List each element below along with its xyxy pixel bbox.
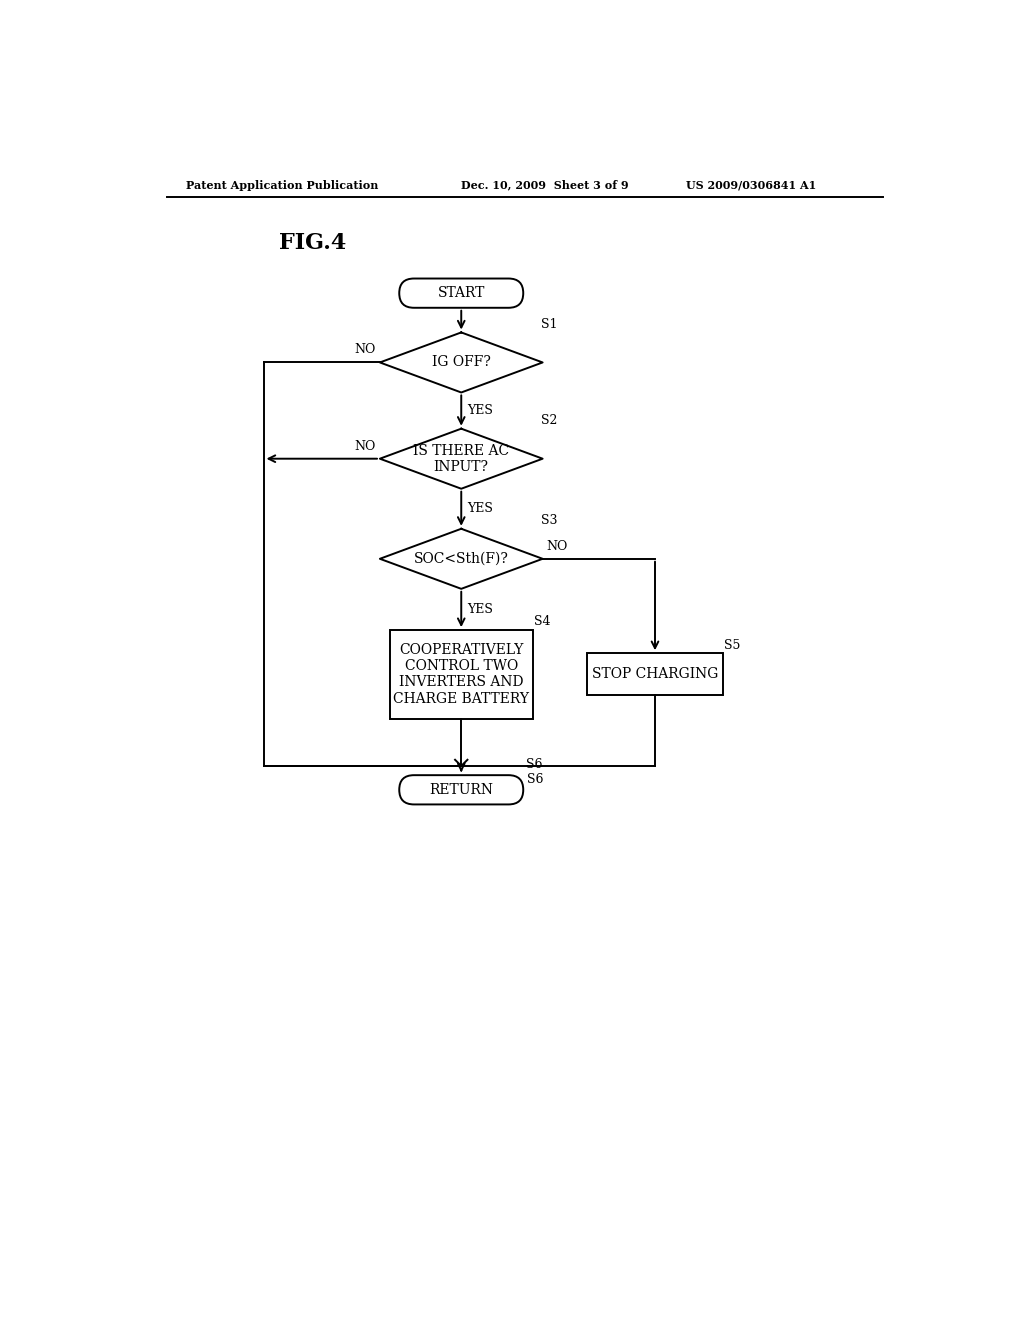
- Text: NO: NO: [354, 343, 376, 356]
- Text: S6: S6: [525, 758, 542, 771]
- FancyBboxPatch shape: [399, 279, 523, 308]
- Text: S5: S5: [724, 639, 740, 652]
- Bar: [587, 653, 723, 696]
- Text: SOC<Sth(F)?: SOC<Sth(F)?: [414, 552, 509, 566]
- Text: US 2009/0306841 A1: US 2009/0306841 A1: [686, 180, 816, 191]
- Text: START: START: [437, 286, 485, 300]
- Text: S6: S6: [527, 774, 544, 785]
- Text: IS THERE AC
INPUT?: IS THERE AC INPUT?: [414, 444, 509, 474]
- Text: S1: S1: [541, 318, 558, 331]
- Text: COOPERATIVELY
CONTROL TWO
INVERTERS AND
CHARGE BATTERY: COOPERATIVELY CONTROL TWO INVERTERS AND …: [393, 643, 529, 706]
- Text: S3: S3: [541, 515, 558, 527]
- Text: Dec. 10, 2009  Sheet 3 of 9: Dec. 10, 2009 Sheet 3 of 9: [461, 180, 629, 191]
- Text: RETURN: RETURN: [429, 783, 494, 797]
- Text: IG OFF?: IG OFF?: [432, 355, 490, 370]
- Text: S2: S2: [541, 414, 557, 428]
- Text: STOP CHARGING: STOP CHARGING: [592, 668, 718, 681]
- Text: YES: YES: [467, 404, 494, 417]
- FancyBboxPatch shape: [399, 775, 523, 804]
- Text: Patent Application Publication: Patent Application Publication: [186, 180, 379, 191]
- Text: FIG.4: FIG.4: [280, 232, 346, 255]
- Text: YES: YES: [467, 502, 494, 515]
- Bar: [389, 630, 532, 718]
- Text: YES: YES: [467, 603, 494, 616]
- Text: NO: NO: [547, 540, 568, 553]
- Text: S4: S4: [535, 615, 551, 628]
- Text: NO: NO: [354, 440, 376, 453]
